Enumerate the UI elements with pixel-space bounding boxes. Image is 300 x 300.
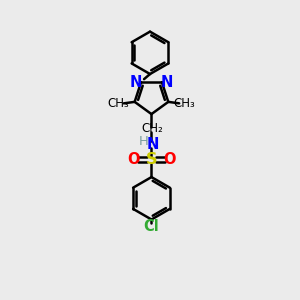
Text: H: H xyxy=(139,135,149,148)
Text: CH₃: CH₃ xyxy=(174,97,195,110)
Text: N: N xyxy=(147,136,159,152)
Text: O: O xyxy=(163,152,175,167)
Text: S: S xyxy=(146,152,157,167)
Text: N: N xyxy=(130,75,142,90)
Text: CH₃: CH₃ xyxy=(108,97,129,110)
Text: O: O xyxy=(128,152,140,167)
Text: N: N xyxy=(161,75,173,90)
Text: CH₂: CH₂ xyxy=(141,122,163,135)
Text: Cl: Cl xyxy=(144,219,159,234)
